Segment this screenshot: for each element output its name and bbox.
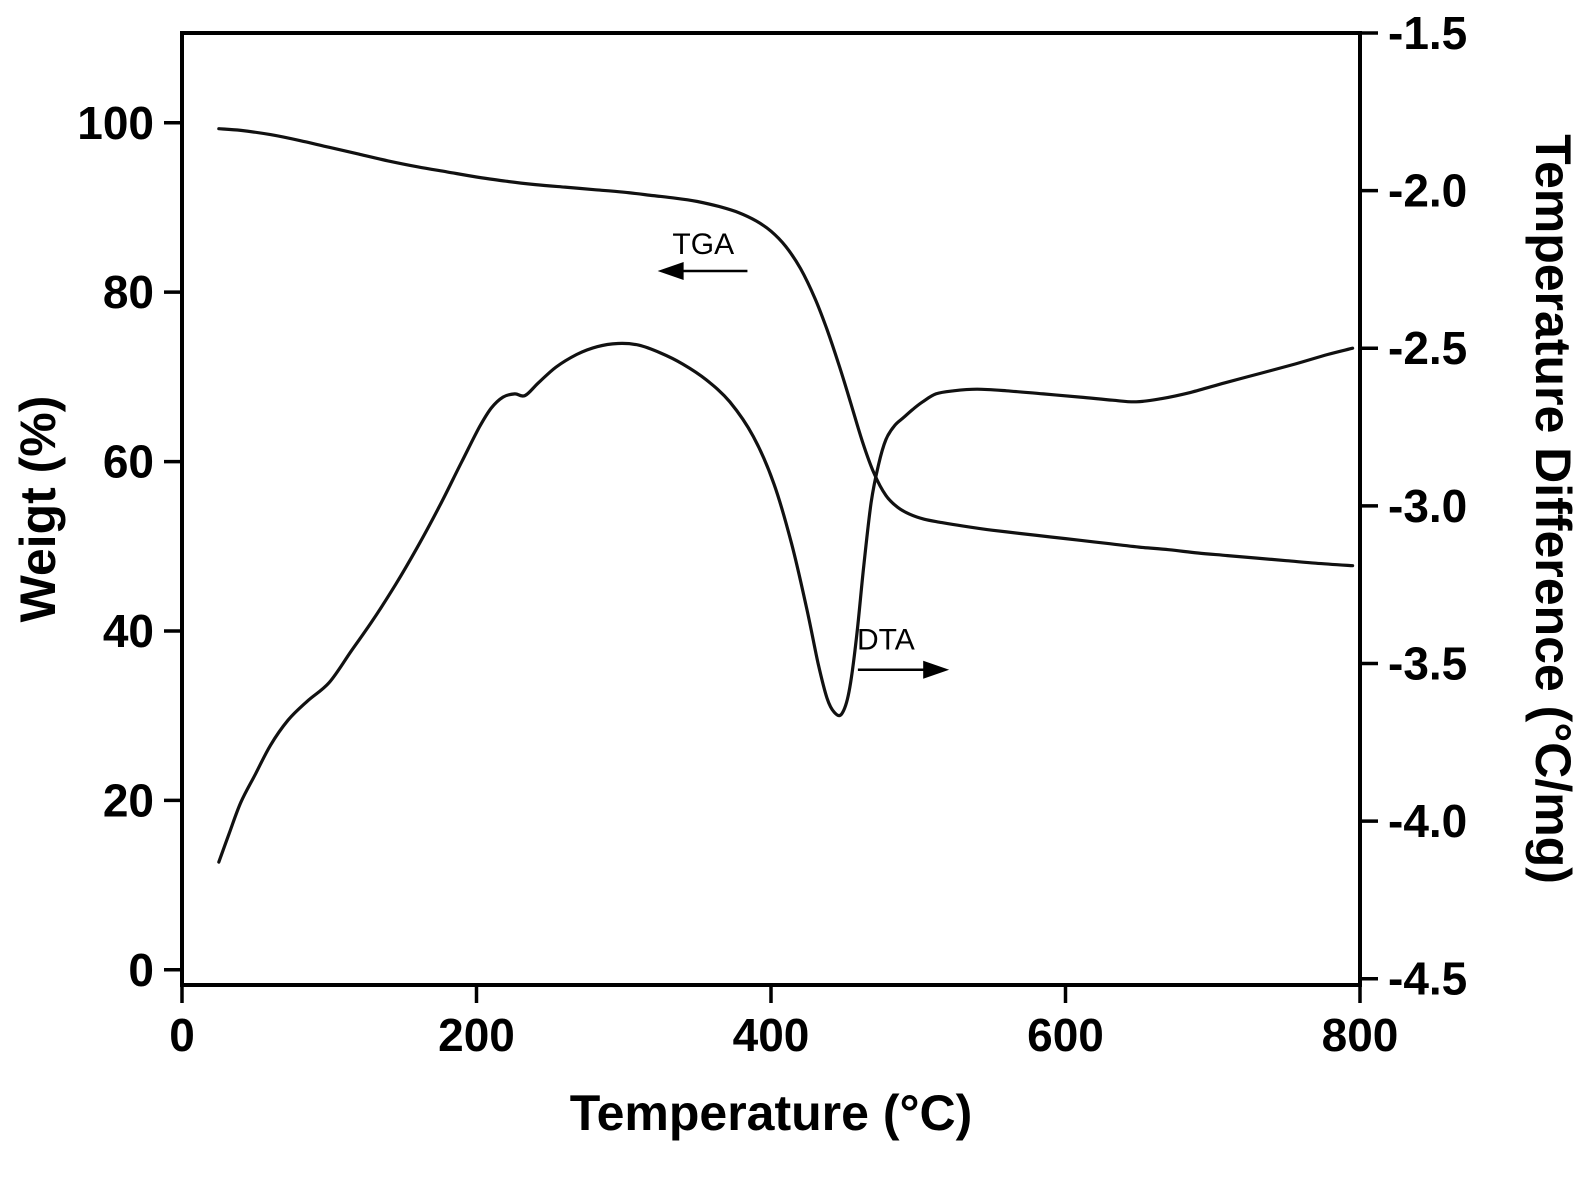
y-left-tick-label: 40 <box>103 605 154 657</box>
y-axis-title-left: Weigt (%) <box>10 396 66 623</box>
x-axis-tick-label: 0 <box>169 1009 195 1061</box>
x-axis-tick-label: 200 <box>438 1009 515 1061</box>
y-left-tick-label: 80 <box>103 266 154 318</box>
dta-annotation-arrowhead-icon <box>923 660 950 679</box>
x-axis-tick-label: 800 <box>1322 1009 1399 1061</box>
x-axis-tick-label: 400 <box>733 1009 810 1061</box>
y-right-tick-label: -4.5 <box>1388 953 1467 1005</box>
plot-layer: 0 200 400 600 800 0 20 40 60 80 100 -1.5 -2.0 -2.5 -3.… <box>77 7 1467 1061</box>
y-right-tick-label: -4.0 <box>1388 795 1467 847</box>
dta-annotation-label: DTA <box>857 623 915 656</box>
y-right-tick-label: -3.0 <box>1388 480 1467 532</box>
y-left-tick-label: 20 <box>103 774 154 826</box>
y-left-tick-label: 100 <box>77 97 154 149</box>
dta-curve <box>217 341 1355 864</box>
tga-annotation-arrowhead-icon <box>657 262 684 280</box>
tga-annotation-label: TGA <box>672 228 734 261</box>
y-left-tick-label: 60 <box>103 436 154 488</box>
plot-border <box>180 31 1362 987</box>
y-left-tick-label: 0 <box>128 944 154 996</box>
y-right-tick-label: -3.5 <box>1388 637 1467 689</box>
y-right-tick-label: -1.5 <box>1388 7 1467 59</box>
x-axis-title: Temperature (°C) <box>570 1085 972 1141</box>
x-axis-tick-label: 600 <box>1027 1009 1104 1061</box>
y-right-tick-label: -2.5 <box>1388 322 1467 374</box>
y-right-tick-label: -2.0 <box>1388 165 1467 217</box>
tga-curve <box>217 127 1355 568</box>
y-axis-title-right: Temperature Difference (°C/mg) <box>1525 134 1581 884</box>
